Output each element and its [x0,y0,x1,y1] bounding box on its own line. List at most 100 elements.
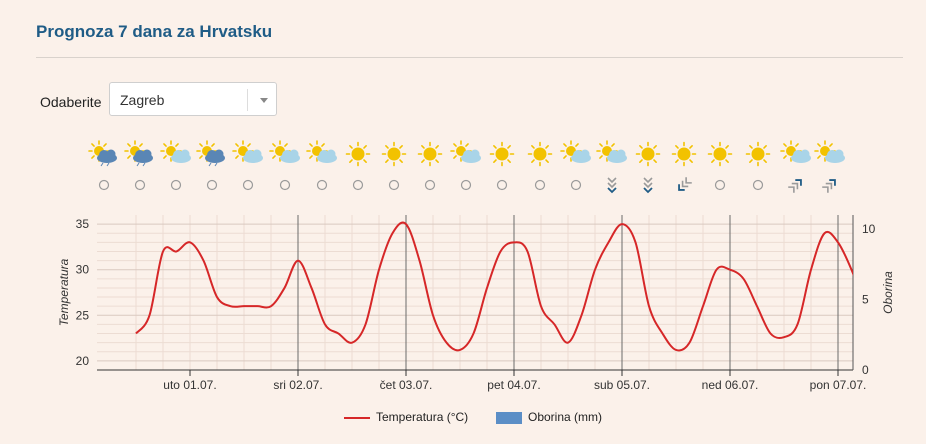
sun-ray [763,145,767,149]
sun-ray [284,143,288,147]
sun-ray [363,159,367,163]
x-tick-label: ned 06.07. [702,378,759,392]
calm-ring [388,179,400,191]
calm-ring [714,179,726,191]
cloud-puff [470,149,480,159]
cloud-puff [142,149,152,159]
y-tick-label: 25 [76,308,90,322]
cloud-puff [214,149,224,159]
sun-icon [745,141,771,167]
sun-icon [345,141,371,167]
sun-rain-cloud-icon [124,140,153,167]
calm-icon [279,179,291,191]
sun-ray [453,155,457,159]
chevron [681,180,689,188]
cloud-puff [580,149,590,159]
sun-ray [711,159,715,163]
select-separator [247,89,248,111]
cloud-puff [609,150,619,160]
sun-ray [599,143,603,147]
sun-ray [795,143,799,147]
sun-ray [763,159,767,163]
city-select-label: Odaberite [40,94,102,110]
sun-ray [653,145,657,149]
sun-ray [749,159,753,163]
sun-ray [639,145,643,149]
sun-ray [235,143,239,147]
sun-ray [725,159,729,163]
sun-ray [465,143,469,147]
legend-temperature[interactable]: Temperatura (°C) [344,410,468,424]
legend-precip-label: Oborina (mm) [528,410,603,424]
sun-ray [689,159,693,163]
sun-ray [272,143,276,147]
wind-arrow [678,177,692,191]
sun-ray [545,159,549,163]
partly-cloudy-icon [560,140,591,163]
x-tick-label: sri 02.07. [273,378,322,392]
city-select[interactable]: Zagreb [109,82,277,116]
wind-arrow [643,177,653,194]
sun-ray [783,143,787,147]
cloud-puff [99,150,109,160]
x-tick-label: sub 05.07. [594,378,650,392]
sun-ray [725,145,729,149]
sun-ray [349,145,353,149]
partly-cloudy-icon [450,140,481,163]
chevron [643,182,653,189]
partly-cloudy-icon [306,140,337,163]
wind-arrow [822,179,836,193]
chevron [678,184,685,191]
sun-ray [829,143,833,147]
sun-ray [507,145,511,149]
legend-precipitation[interactable]: Oborina (mm) [496,410,602,424]
sun-ray [399,145,403,149]
calm-icon [752,179,764,191]
sun-ray [103,143,107,147]
sun-ray [211,143,215,147]
sun-rain-cloud-icon [196,140,225,167]
calm-ring [752,179,764,191]
axes: 20 25 30 35 0 5 10 uto 01.07. sri 02.07. čet 03.0… [57,215,895,392]
calm-ring [206,179,218,191]
sun-ray [421,159,425,163]
wind-northeast-icon [788,179,802,193]
partly-cloudy-icon [160,140,191,163]
sun-icon [489,141,515,167]
y-tick-label: 35 [76,217,90,231]
calm-ring [570,179,582,191]
calm-icon [206,179,218,191]
calm-icon [134,179,146,191]
y-axis-label: Temperatura [57,258,71,326]
calm-icon [714,179,726,191]
sun-disc [495,147,509,161]
sun-icon [671,141,697,167]
calm-ring [242,179,254,191]
calm-ring [352,179,364,191]
sun-disc [641,147,655,161]
sun-ray [545,145,549,149]
sun-ray [599,155,603,159]
calm-icon [316,179,328,191]
chevron [643,187,653,194]
x-tick-label: uto 01.07. [163,378,216,392]
wind-south-icon [643,177,653,194]
chevron [829,179,836,186]
sun-ray [493,159,497,163]
calm-ring [170,179,182,191]
calm-ring [424,179,436,191]
sun-ray [653,159,657,163]
sun-ray [127,143,131,147]
sun-ray [817,155,821,159]
calm-icon [352,179,364,191]
sun-ray [675,159,679,163]
temperature-line [135,221,853,352]
sun-ray [493,145,497,149]
calm-ring [460,179,472,191]
y-tick-label: 30 [76,263,90,277]
chevron-down-icon[interactable] [260,98,268,103]
calm-ring [316,179,328,191]
y2-axis-label: Oborina [881,271,895,314]
sun-ray [817,143,821,147]
chevron [795,179,802,186]
